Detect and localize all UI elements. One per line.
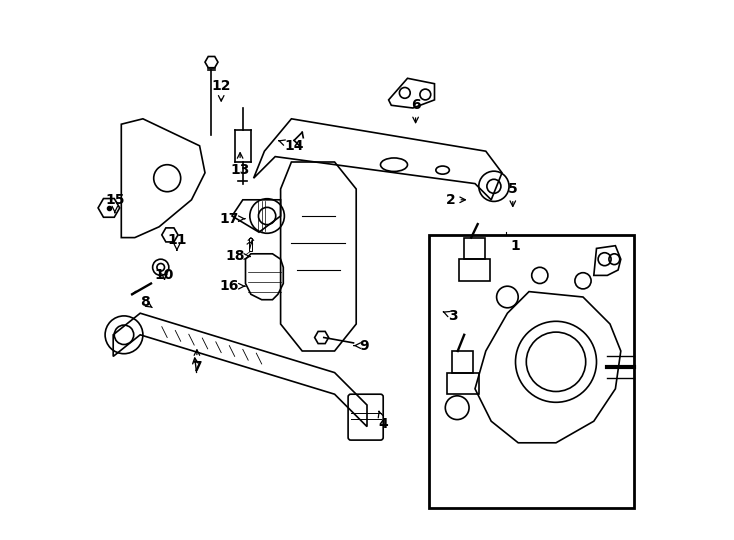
Text: 6: 6 xyxy=(411,98,421,123)
Text: 2: 2 xyxy=(446,193,465,207)
Bar xyxy=(464,238,484,259)
Text: 8: 8 xyxy=(139,295,152,309)
Text: 3: 3 xyxy=(443,309,458,323)
Text: 14: 14 xyxy=(279,139,304,153)
Text: 12: 12 xyxy=(211,79,231,101)
Text: 17: 17 xyxy=(219,212,244,226)
Bar xyxy=(429,235,634,508)
Text: 16: 16 xyxy=(219,279,244,293)
Text: 5: 5 xyxy=(508,182,517,206)
Text: 15: 15 xyxy=(105,193,125,213)
Text: 18: 18 xyxy=(225,249,250,264)
Text: 10: 10 xyxy=(155,268,174,282)
Bar xyxy=(452,351,473,373)
Text: 7: 7 xyxy=(192,350,202,374)
Bar xyxy=(459,259,490,281)
Bar xyxy=(448,373,479,394)
Text: 9: 9 xyxy=(354,339,369,353)
Text: 4: 4 xyxy=(378,411,388,431)
Text: 13: 13 xyxy=(230,153,250,177)
Text: 11: 11 xyxy=(167,233,186,250)
Text: 1: 1 xyxy=(511,239,520,253)
